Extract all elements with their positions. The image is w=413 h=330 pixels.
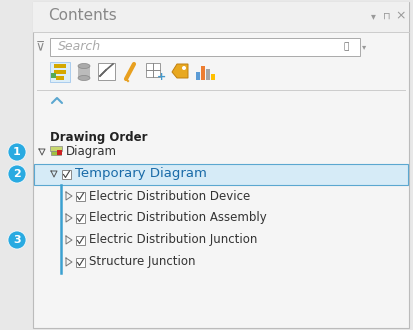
Text: Temporary Diagram: Temporary Diagram	[75, 168, 207, 181]
Text: +: +	[157, 72, 166, 82]
Bar	[50, 38, 360, 56]
Bar	[51, 73, 56, 78]
Text: ×: ×	[396, 10, 406, 22]
Bar	[76, 236, 85, 245]
Bar	[56, 76, 64, 80]
Bar	[146, 63, 160, 77]
Bar	[34, 164, 408, 185]
Text: Electric Distribution Junction: Electric Distribution Junction	[89, 234, 257, 247]
Bar	[98, 63, 115, 80]
Bar	[51, 151, 61, 155]
Circle shape	[8, 143, 26, 161]
Ellipse shape	[78, 63, 90, 69]
Bar	[50, 62, 70, 82]
Circle shape	[182, 66, 186, 70]
Bar	[54, 70, 66, 74]
Text: 1: 1	[13, 147, 21, 157]
Text: Electric Distribution Device: Electric Distribution Device	[89, 189, 250, 203]
Text: ⊓: ⊓	[383, 11, 391, 21]
Text: Drawing Order: Drawing Order	[50, 131, 147, 145]
Text: Electric Distribution Assembly: Electric Distribution Assembly	[89, 212, 267, 224]
Text: ▾: ▾	[370, 11, 375, 21]
Polygon shape	[172, 64, 188, 78]
Bar	[76, 191, 85, 201]
Ellipse shape	[78, 76, 90, 81]
Bar	[62, 170, 71, 179]
Bar	[76, 214, 85, 222]
Text: ⊽: ⊽	[36, 41, 45, 53]
Bar	[76, 257, 85, 267]
Text: Structure Junction: Structure Junction	[89, 255, 195, 269]
Text: 2: 2	[13, 169, 21, 179]
Text: Diagram: Diagram	[66, 146, 117, 158]
Bar	[50, 146, 62, 151]
Bar	[33, 2, 409, 32]
Circle shape	[8, 165, 26, 183]
Text: 3: 3	[13, 235, 21, 245]
Bar	[78, 66, 90, 78]
Bar	[206, 69, 210, 80]
Text: ▾: ▾	[362, 43, 366, 51]
Circle shape	[8, 231, 26, 249]
Text: Contents: Contents	[48, 9, 117, 23]
Bar	[211, 74, 215, 80]
Bar	[196, 72, 200, 80]
Bar	[201, 66, 205, 80]
Bar	[54, 64, 66, 68]
Bar	[57, 150, 62, 155]
Text: Search: Search	[58, 41, 101, 53]
Text: 🔍: 🔍	[343, 43, 349, 51]
